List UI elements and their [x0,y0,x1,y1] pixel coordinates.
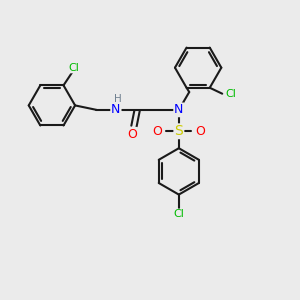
Text: Cl: Cl [68,62,79,73]
Text: O: O [152,125,162,138]
Text: S: S [175,124,183,138]
Text: N: N [111,103,121,116]
Text: Cl: Cl [173,209,184,220]
Text: O: O [196,125,206,138]
Text: Cl: Cl [225,89,236,99]
Text: N: N [174,103,184,116]
Text: H: H [114,94,122,103]
Text: O: O [127,128,137,141]
